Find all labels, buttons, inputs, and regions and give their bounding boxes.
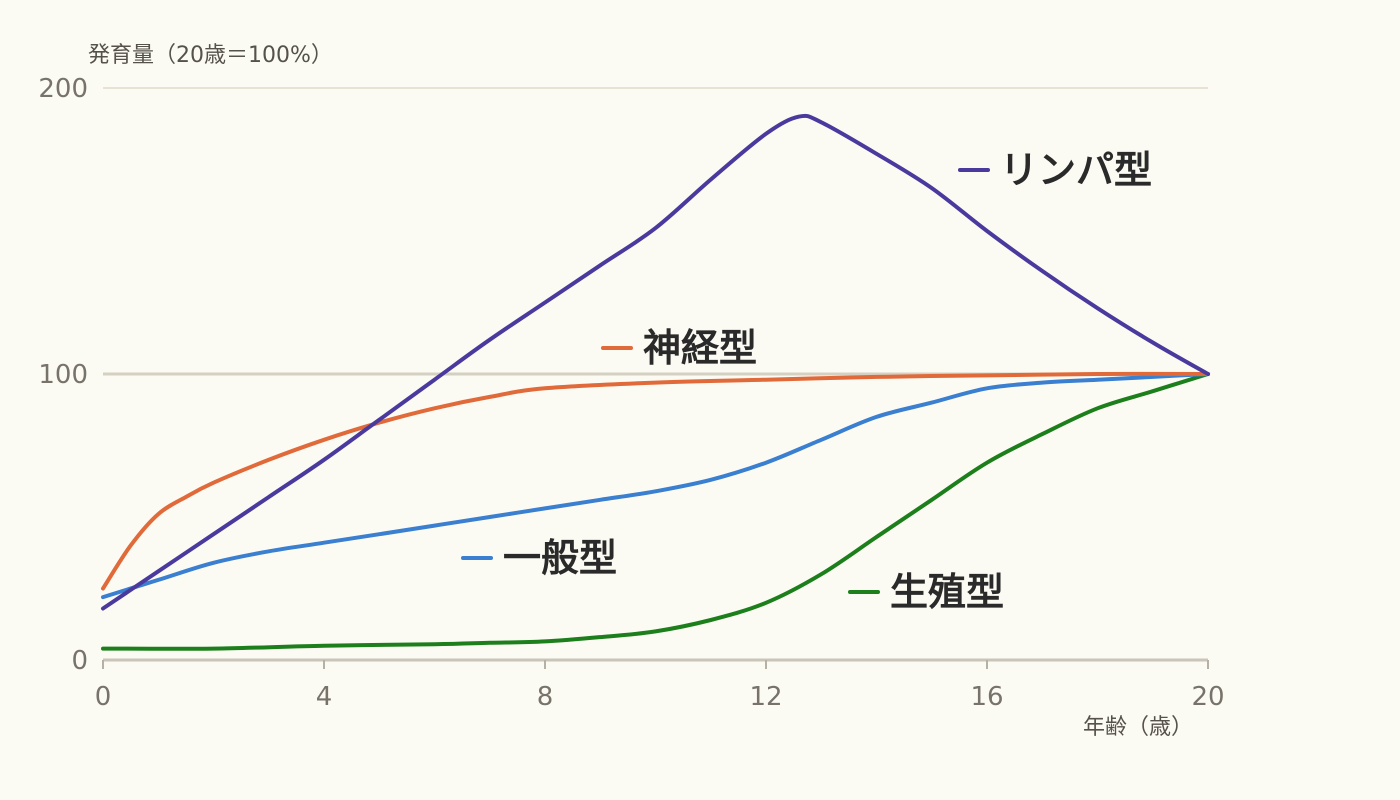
y-tick-label: 0 xyxy=(71,646,88,676)
x-tick-label: 4 xyxy=(316,682,333,712)
series-layer xyxy=(101,113,1210,651)
y-axis-title: 発育量（20歳＝100%） xyxy=(88,43,333,68)
y-tick-label: 200 xyxy=(38,74,88,104)
series-line-0 xyxy=(101,113,1210,611)
x-tick-label: 16 xyxy=(970,682,1003,712)
series-label: 神経型 xyxy=(643,326,757,370)
x-tick-label: 20 xyxy=(1191,682,1224,712)
series-label: リンパ型 xyxy=(1000,148,1152,192)
x-tick-label: 12 xyxy=(749,682,782,712)
series-line-1 xyxy=(101,371,1210,591)
y-tick-label: 100 xyxy=(38,360,88,390)
axis-layer: 0 100 200 0 4 8 12 16 20 xyxy=(38,74,1224,712)
x-tick-label: 8 xyxy=(537,682,554,712)
series-line-3 xyxy=(101,372,1210,651)
series-line-2 xyxy=(101,372,1210,600)
x-tick-label: 0 xyxy=(95,682,112,712)
series-label: 一般型 xyxy=(503,536,617,580)
series-label: 生殖型 xyxy=(890,570,1004,614)
x-axis-title: 年齢（歳） xyxy=(1083,715,1193,740)
